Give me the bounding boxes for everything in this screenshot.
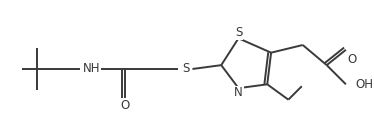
- Text: OH: OH: [355, 78, 374, 91]
- Text: N: N: [234, 86, 243, 99]
- Text: NH: NH: [83, 62, 101, 75]
- Text: O: O: [121, 99, 130, 112]
- Text: S: S: [235, 26, 242, 39]
- Text: S: S: [182, 62, 190, 75]
- Text: O: O: [348, 53, 357, 66]
